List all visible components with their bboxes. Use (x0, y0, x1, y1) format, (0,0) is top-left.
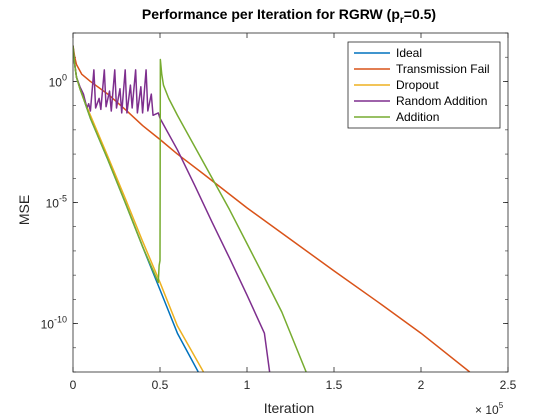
legend-entry-addition: Addition (396, 110, 439, 124)
x-tick-label: 0.5 (152, 378, 169, 392)
y-tick-label: 10-5 (46, 194, 67, 211)
series-line-random-addition (73, 45, 271, 372)
x-axis-multiplier: × 105 (475, 401, 504, 417)
series-line-addition (73, 45, 307, 372)
legend-entry-ideal: Ideal (396, 46, 422, 60)
legend: Ideal Transmission Fail Dropout Random Addi… (347, 41, 501, 129)
series-group (73, 45, 471, 372)
legend-entry-random-addition: Random Addition (396, 94, 487, 108)
y-axis-label: MSE (16, 195, 32, 225)
y-tick-label: 100 (49, 72, 67, 89)
x-tick-label: 1 (244, 378, 251, 392)
x-tick-label: 2 (418, 378, 425, 392)
x-axis-label: Iteration (264, 400, 315, 416)
plot-frame (72, 32, 509, 373)
x-tick-label: 0 (70, 378, 77, 392)
x-tick-label: 1.5 (326, 378, 343, 392)
x-tick-label: 2.5 (500, 378, 517, 392)
legend-entry-dropout: Dropout (396, 78, 439, 92)
chart-title: Performance per Iteration for RGRW (pr=0… (142, 6, 436, 26)
legend-entry-transmission-fail: Transmission Fail (396, 62, 490, 76)
y-tick-label: 10-10 (41, 315, 67, 332)
